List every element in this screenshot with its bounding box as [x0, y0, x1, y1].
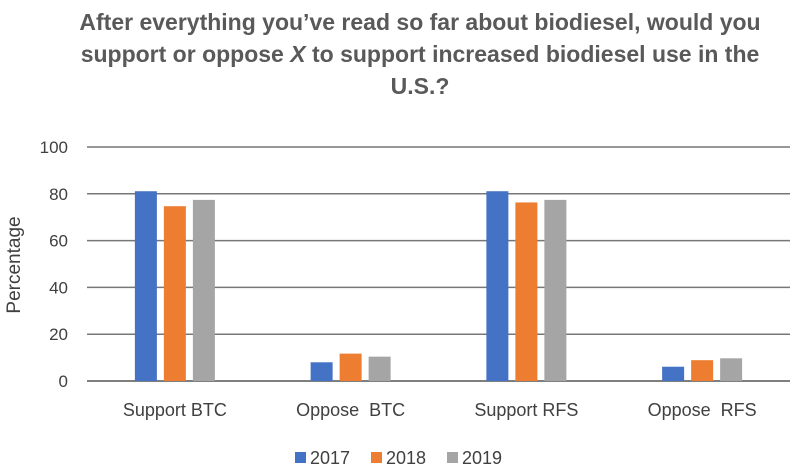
y-tick-label: 60	[49, 232, 68, 251]
legend-label: 2019	[462, 448, 502, 468]
bar-2018	[163, 206, 186, 381]
x-category-label: Support RFS	[474, 400, 578, 420]
bar-2019	[720, 358, 743, 381]
y-axis-label: Percentage	[4, 216, 25, 313]
legend-label: 2017	[310, 448, 350, 468]
x-category-label: Oppose BTC	[296, 400, 405, 420]
bar-2019	[368, 356, 391, 381]
bar-2019	[544, 199, 567, 381]
y-tick-label: 0	[59, 372, 68, 391]
bar-2019	[192, 199, 215, 381]
bar-2018	[691, 360, 714, 381]
y-tick-label: 20	[49, 325, 68, 344]
legend-swatch-2019	[447, 452, 458, 463]
title-part: to support increased biodiesel use in th…	[305, 41, 760, 99]
x-category-label: Support BTC	[123, 400, 227, 420]
bar-2017	[310, 362, 333, 381]
bar-2017	[134, 191, 157, 381]
y-tick-label: 100	[40, 138, 68, 157]
title-variable: X	[290, 41, 306, 67]
y-tick-label: 80	[49, 185, 68, 204]
title-part: After everything you’ve read so far abou…	[79, 9, 761, 67]
y-tick-label: 40	[49, 278, 68, 297]
bar-2018	[515, 202, 538, 381]
bar-2017	[486, 191, 509, 381]
x-category-label: Oppose RFS	[648, 400, 757, 420]
bar-2017	[662, 366, 685, 381]
chart-title: After everything you’ve read so far abou…	[60, 6, 780, 102]
legend-swatch-2017	[295, 452, 306, 463]
legend-swatch-2018	[371, 452, 382, 463]
bar-2018	[339, 353, 362, 381]
legend-label: 2018	[386, 448, 426, 468]
